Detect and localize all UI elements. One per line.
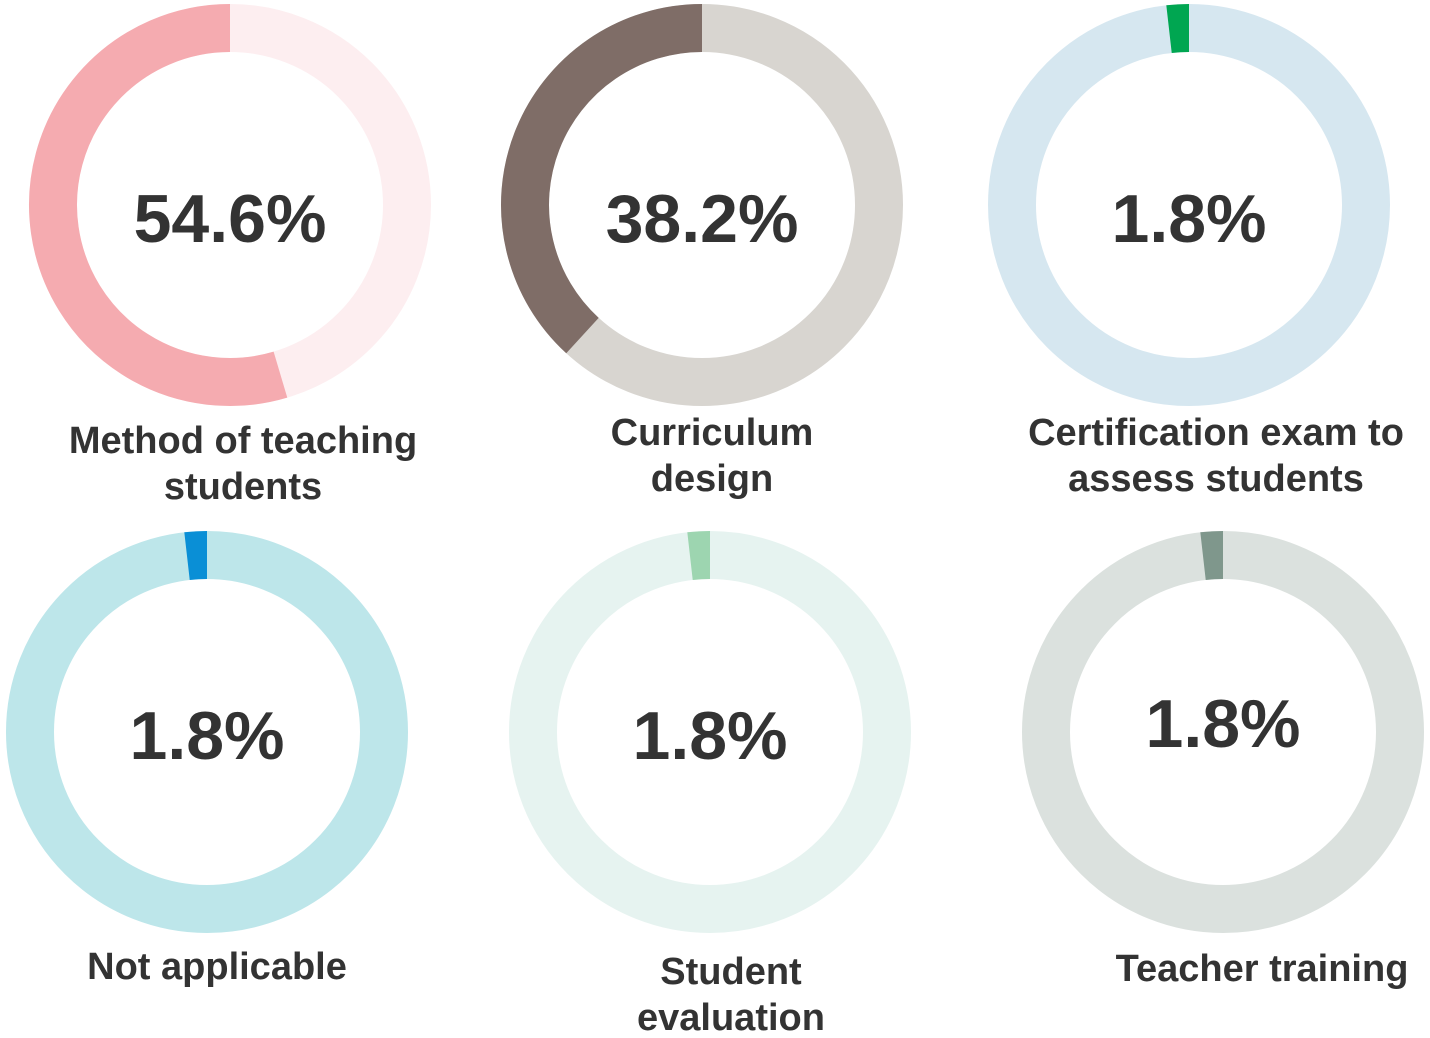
donut-slice-method-of-teaching-students (29, 4, 288, 406)
caption-certification-exam-to-assess-students-line-2: assess students (1068, 458, 1364, 500)
caption-student-evaluation-line-1: Student (660, 951, 802, 993)
caption-student-evaluation-line-2: evaluation (637, 997, 825, 1038)
donut-slice-teacher-training (1200, 530, 1224, 581)
donut-teacher-training: 1.8% Teacher training (1022, 530, 1424, 990)
caption-not-applicable-line-1: Not applicable (87, 946, 347, 988)
percent-label-certification-exam-to-assess-students: 1.8% (1112, 181, 1267, 257)
donut-slice-not-applicable (184, 530, 208, 581)
donut-slice-certification-exam-to-assess-students (1166, 3, 1190, 54)
caption-teacher-training-line-1: Teacher training (1116, 948, 1409, 990)
percent-label-student-evaluation: 1.8% (633, 698, 788, 774)
percent-label-not-applicable: 1.8% (130, 698, 285, 774)
percent-label-teacher-training: 1.8% (1146, 686, 1301, 762)
caption-certification-exam-to-assess-students-line-1: Certification exam to (1028, 412, 1404, 454)
donut-not-applicable: 1.8% Not applicable (6, 530, 408, 988)
percent-label-curriculum-design: 38.2% (606, 181, 799, 257)
caption-method-of-teaching-students-line-2: students (164, 466, 322, 508)
caption-curriculum-design-line-2: design (651, 458, 773, 500)
donut-slice-curriculum-design (501, 4, 703, 354)
caption-method-of-teaching-students-line-1: Method of teaching (69, 420, 417, 462)
donut-slice-student-evaluation (687, 530, 711, 581)
caption-curriculum-design-line-1: Curriculum (611, 412, 814, 454)
percent-label-method-of-teaching-students: 54.6% (134, 181, 327, 257)
